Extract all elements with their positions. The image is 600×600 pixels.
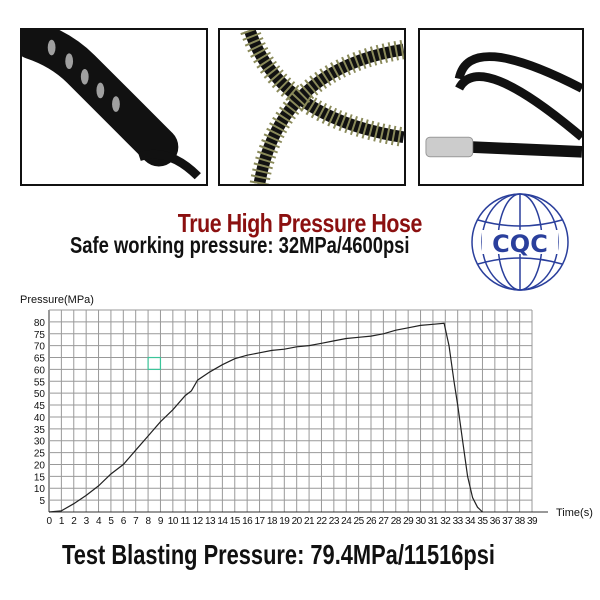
y-tick-label: 25	[34, 449, 46, 460]
y-tick-label: 5	[39, 496, 45, 507]
straight-hose-image	[425, 52, 582, 158]
x-tick-label: 21	[304, 516, 315, 527]
y-axis-label: Pressure(MPa)	[20, 294, 94, 306]
x-tick-label: 37	[502, 516, 513, 527]
x-tick-label: 2	[71, 516, 77, 527]
x-tick-label: 22	[316, 516, 327, 527]
x-tick-label: 38	[515, 516, 526, 527]
x-tick-label: 15	[230, 516, 241, 527]
y-tick-label: 10	[34, 484, 46, 495]
x-tick-label: 16	[242, 516, 253, 527]
photo-coiled-hose	[20, 28, 208, 186]
y-tick-label: 50	[34, 389, 46, 400]
x-tick-label: 14	[217, 516, 228, 527]
coiled-hose-image	[22, 30, 201, 180]
y-tick-label: 40	[34, 413, 46, 424]
x-tick-label: 17	[254, 516, 265, 527]
x-tick-label: 25	[354, 516, 365, 527]
y-tick-label: 20	[34, 460, 46, 471]
series-marks	[48, 322, 483, 513]
photo-spring-hose	[218, 28, 406, 186]
y-tick-label: 35	[34, 425, 46, 436]
x-tick-label: 19	[279, 516, 290, 527]
photo-straight-hose	[418, 28, 584, 186]
x-tick-label: 30	[415, 516, 426, 527]
y-tick-label: 30	[34, 437, 46, 448]
y-tick-label: 15	[34, 472, 46, 483]
x-tick-label: 7	[133, 516, 139, 527]
x-tick-label: 29	[403, 516, 414, 527]
y-tick-label: 70	[34, 342, 46, 353]
x-tick-label: 23	[329, 516, 340, 527]
x-tick-label: 24	[341, 516, 352, 527]
grid	[48, 309, 548, 513]
logo-text: CQC	[492, 230, 548, 258]
y-tick-label: 65	[34, 354, 46, 365]
pressure-chart: Pressure(MPa) Time(s) 0 1 2 3 4 5 6 7 8 9 10 11 12 13…	[20, 294, 593, 527]
x-tick-label: 10	[168, 516, 179, 527]
x-tick-label: 9	[158, 516, 164, 527]
x-tick-label: 32	[440, 516, 451, 527]
x-tick-label: 8	[146, 516, 152, 527]
x-tick-label: 3	[84, 516, 90, 527]
x-tick-label: 13	[205, 516, 216, 527]
x-tick-label: 28	[391, 516, 402, 527]
square-marker	[147, 356, 162, 371]
x-tick-label: 34	[465, 516, 476, 527]
x-tick-label: 39	[527, 516, 538, 527]
x-tick-label: 35	[477, 516, 488, 527]
x-tick-label: 33	[453, 516, 464, 527]
x-tick-label: 12	[193, 516, 204, 527]
x-tick-label: 20	[292, 516, 303, 527]
x-tick-label: 5	[108, 516, 114, 527]
headline-text: True High Pressure Hose	[177, 208, 423, 238]
x-tick-label: 6	[121, 516, 127, 527]
y-tick-label: 45	[34, 401, 46, 412]
x-axis-label: Time(s)	[556, 507, 593, 519]
spring-hose-image	[240, 30, 404, 184]
cqc-logo: CQC	[471, 193, 569, 291]
x-tick-label: 36	[490, 516, 501, 527]
y-tick-label: 60	[34, 365, 46, 376]
x-tick-label: 31	[428, 516, 439, 527]
x-tick-label: 11	[181, 516, 191, 527]
x-tick-label: 0	[46, 516, 52, 527]
headline: True High Pressure Hose	[0, 208, 600, 239]
x-tick-label: 4	[96, 516, 102, 527]
tick-labels: 0 1 2 3 4 5 6 7 8 9 10 11 12 13 14 15 16 17 18 19 20 21 22 23 24…	[34, 318, 539, 527]
x-tick-label: 18	[267, 516, 278, 527]
y-tick-label: 55	[34, 377, 46, 388]
y-tick-label: 80	[34, 318, 46, 329]
x-tick-label: 1	[59, 516, 65, 527]
x-tick-label: 27	[378, 516, 389, 527]
y-tick-label: 75	[34, 330, 46, 341]
x-tick-label: 26	[366, 516, 377, 527]
blasting-pressure: Test Blasting Pressure: 79.4MPa/11516psi	[62, 539, 495, 570]
pressure-curve	[48, 322, 483, 513]
safe-working-pressure: Safe working pressure: 32MPa/4600psi	[70, 232, 410, 258]
